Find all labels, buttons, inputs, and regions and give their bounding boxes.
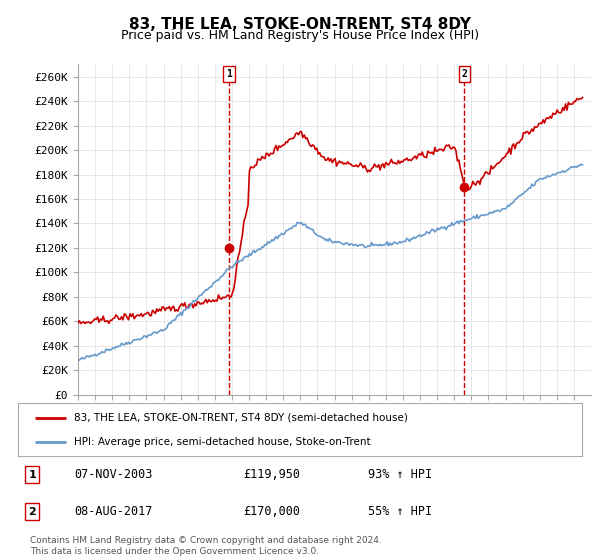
Text: 93% ↑ HPI: 93% ↑ HPI [368,468,432,481]
Text: 2: 2 [28,507,36,517]
Text: 2: 2 [461,69,467,79]
Text: £119,950: £119,950 [244,468,301,481]
Text: 83, THE LEA, STOKE-ON-TRENT, ST4 8DY (semi-detached house): 83, THE LEA, STOKE-ON-TRENT, ST4 8DY (se… [74,413,408,423]
Text: 83, THE LEA, STOKE-ON-TRENT, ST4 8DY: 83, THE LEA, STOKE-ON-TRENT, ST4 8DY [129,17,471,32]
Text: £170,000: £170,000 [244,505,301,518]
Text: Contains HM Land Registry data © Crown copyright and database right 2024.
This d: Contains HM Land Registry data © Crown c… [30,536,382,556]
Text: Price paid vs. HM Land Registry's House Price Index (HPI): Price paid vs. HM Land Registry's House … [121,29,479,42]
Text: HPI: Average price, semi-detached house, Stoke-on-Trent: HPI: Average price, semi-detached house,… [74,437,371,447]
Text: 07-NOV-2003: 07-NOV-2003 [74,468,153,481]
Text: 1: 1 [28,470,36,479]
Text: 55% ↑ HPI: 55% ↑ HPI [368,505,432,518]
Text: 08-AUG-2017: 08-AUG-2017 [74,505,153,518]
Text: 1: 1 [226,69,232,79]
